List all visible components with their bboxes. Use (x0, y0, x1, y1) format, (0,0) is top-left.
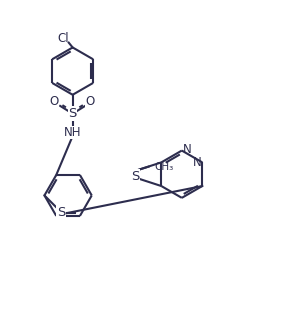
Text: S: S (131, 170, 140, 183)
Text: S: S (69, 107, 77, 120)
Text: CH₃: CH₃ (154, 162, 173, 172)
Text: N: N (193, 156, 202, 169)
Text: O: O (85, 95, 94, 108)
Text: N: N (183, 142, 191, 155)
Text: O: O (50, 95, 59, 108)
Text: Cl: Cl (58, 32, 69, 45)
Text: NH: NH (64, 126, 81, 139)
Text: S: S (57, 205, 65, 218)
